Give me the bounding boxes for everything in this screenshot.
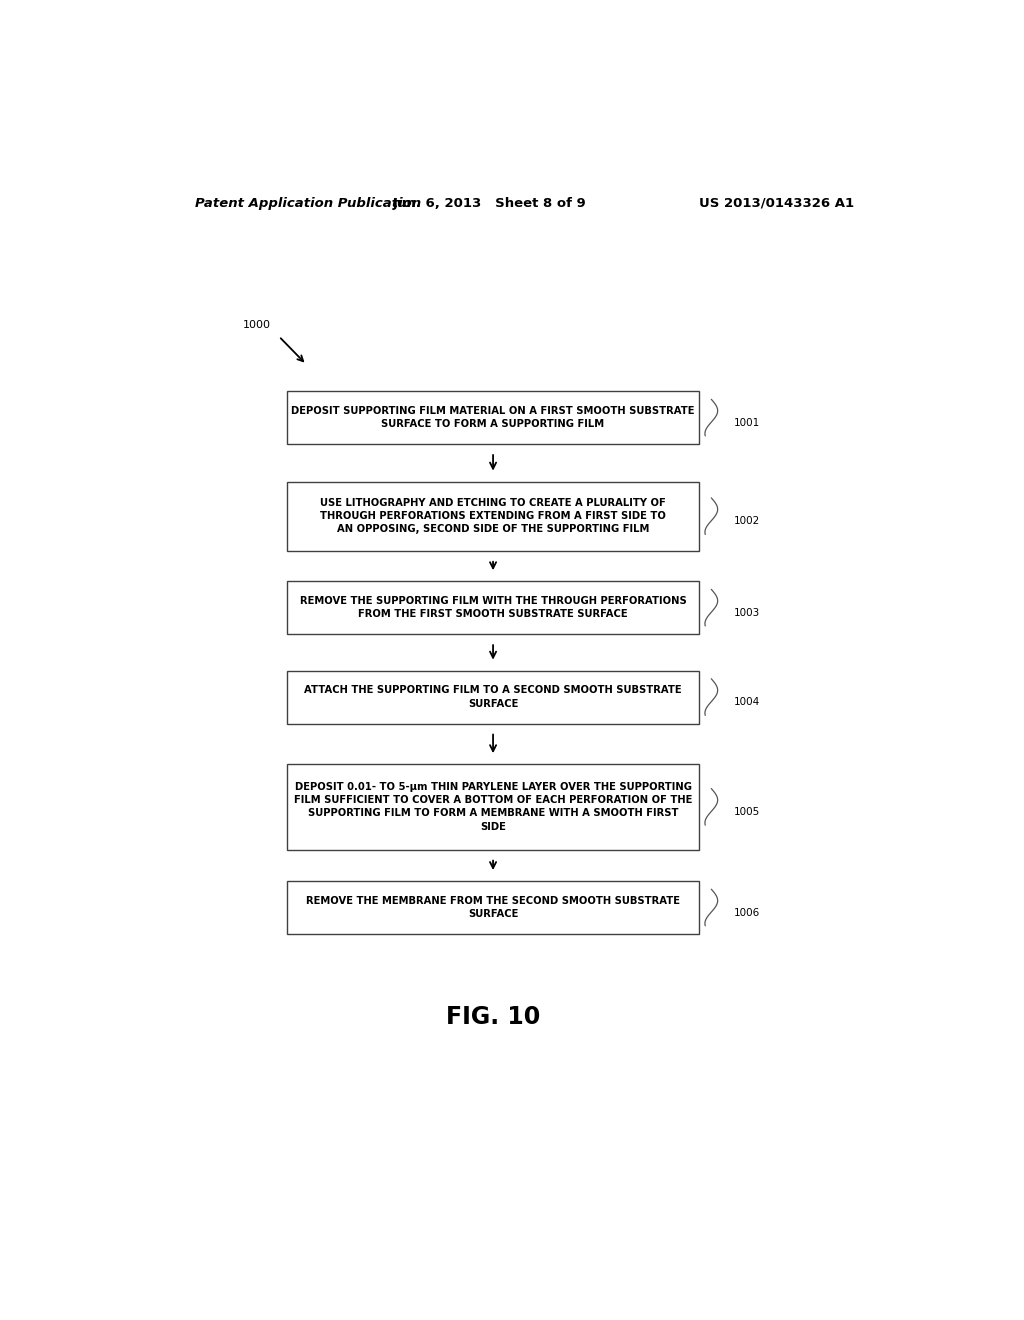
Text: REMOVE THE MEMBRANE FROM THE SECOND SMOOTH SUBSTRATE
SURFACE: REMOVE THE MEMBRANE FROM THE SECOND SMOO…: [306, 896, 680, 919]
Text: 1004: 1004: [733, 697, 760, 708]
Text: DEPOSIT 0.01- TO 5-μm THIN PARYLENE LAYER OVER THE SUPPORTING
FILM SUFFICIENT TO: DEPOSIT 0.01- TO 5-μm THIN PARYLENE LAYE…: [294, 781, 692, 832]
Text: REMOVE THE SUPPORTING FILM WITH THE THROUGH PERFORATIONS
FROM THE FIRST SMOOTH S: REMOVE THE SUPPORTING FILM WITH THE THRO…: [300, 597, 686, 619]
FancyBboxPatch shape: [287, 391, 699, 444]
Text: FIG. 10: FIG. 10: [445, 1006, 541, 1030]
Text: US 2013/0143326 A1: US 2013/0143326 A1: [699, 197, 854, 210]
Text: 1003: 1003: [733, 607, 760, 618]
FancyBboxPatch shape: [287, 671, 699, 723]
FancyBboxPatch shape: [287, 482, 699, 550]
Text: ATTACH THE SUPPORTING FILM TO A SECOND SMOOTH SUBSTRATE
SURFACE: ATTACH THE SUPPORTING FILM TO A SECOND S…: [304, 685, 682, 709]
Text: 1005: 1005: [733, 807, 760, 817]
Text: 1002: 1002: [733, 516, 760, 527]
Text: 1006: 1006: [733, 908, 760, 917]
Text: 1001: 1001: [733, 417, 760, 428]
Text: DEPOSIT SUPPORTING FILM MATERIAL ON A FIRST SMOOTH SUBSTRATE
SURFACE TO FORM A S: DEPOSIT SUPPORTING FILM MATERIAL ON A FI…: [291, 407, 695, 429]
Text: Jun. 6, 2013   Sheet 8 of 9: Jun. 6, 2013 Sheet 8 of 9: [392, 197, 586, 210]
FancyBboxPatch shape: [287, 581, 699, 634]
Text: 1000: 1000: [243, 319, 271, 330]
Text: USE LITHOGRAPHY AND ETCHING TO CREATE A PLURALITY OF
THROUGH PERFORATIONS EXTEND: USE LITHOGRAPHY AND ETCHING TO CREATE A …: [321, 498, 666, 535]
Text: Patent Application Publication: Patent Application Publication: [196, 197, 422, 210]
FancyBboxPatch shape: [287, 880, 699, 935]
FancyBboxPatch shape: [287, 764, 699, 850]
